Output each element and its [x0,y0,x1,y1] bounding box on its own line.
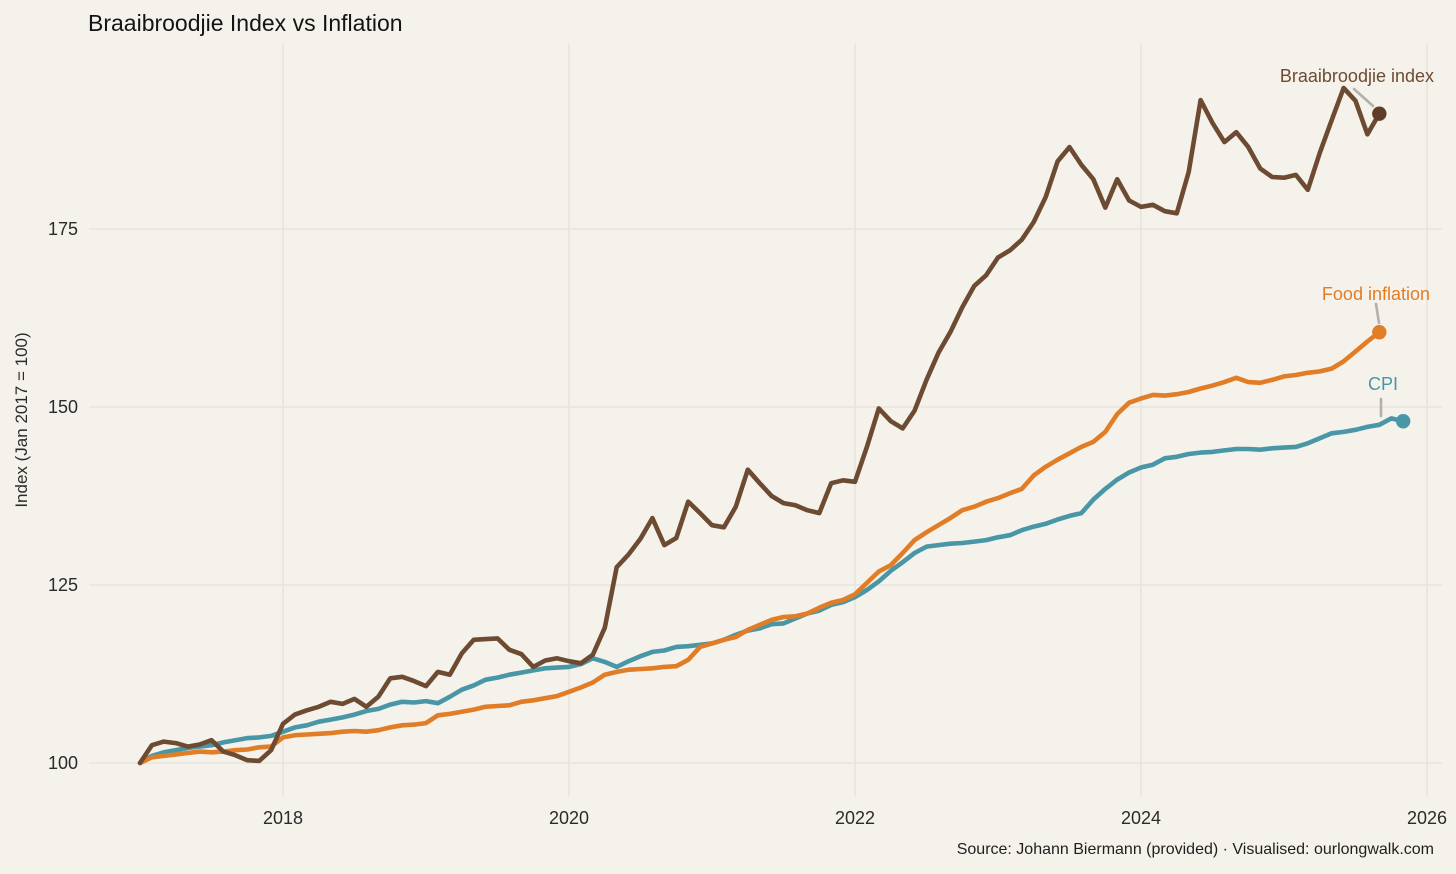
tick-labels: 100 125 150 175 2018 2020 2022 2024 2026 [48,219,1447,828]
series-label-cpi: CPI [1367,374,1398,394]
source-note: Source: Johann Biermann (provided) · Vis… [956,841,1434,858]
series-label-braaibroodjie-index: Braaibroodjie index [1279,66,1434,86]
x-tick-label: 2024 [1121,808,1161,828]
x-tick-label: 2018 [263,808,303,828]
x-tick-label: 2020 [549,808,589,828]
line-cpi [137,416,1406,766]
x-tick-label: 2026 [1407,808,1447,828]
line-food-inflation [137,329,1382,766]
y-tick-label: 175 [48,219,78,239]
end-dot-braaibroodjie-index [1372,106,1387,121]
y-tick-label: 125 [48,575,78,595]
gridlines [89,44,1442,796]
y-tick-label: 100 [48,753,78,773]
end-dot-cpi [1395,414,1411,429]
x-tick-label: 2022 [835,808,875,828]
end-dot-food-inflation [1372,325,1387,340]
label-connector [1374,302,1381,325]
label-connector [1352,87,1375,108]
chart-title: Braaibroodjie Index vs Inflation [88,10,403,36]
series-label-food-inflation: Food inflation [1321,284,1430,304]
y-tick-label: 150 [48,397,78,417]
line-braaibroodjie-index [137,85,1382,766]
